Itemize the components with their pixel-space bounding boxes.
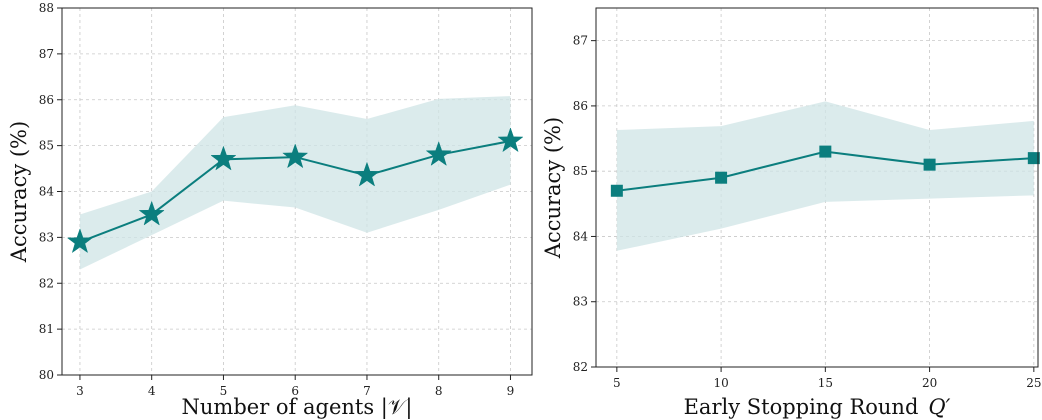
chart-accuracy-vs-early-stopping: 5 10 15 20 25 82 83 84 85 86 87 Early Stopping Roun… xyxy=(541,7,1041,419)
x-tick-label: 25 xyxy=(1026,376,1041,390)
y-tick-label: 82 xyxy=(573,360,588,374)
confidence-band xyxy=(616,101,1034,251)
x-axis-label: Early Stopping Round Q′ xyxy=(684,395,951,419)
y-tick-label: 83 xyxy=(573,295,588,309)
x-tick-label: 8 xyxy=(435,384,443,398)
y-tick-label: 85 xyxy=(39,139,54,153)
y-tick-label: 84 xyxy=(39,185,55,199)
y-tick-label: 83 xyxy=(39,230,54,244)
y-tick-label: 80 xyxy=(39,368,54,382)
y-tick-label: 87 xyxy=(573,34,588,48)
data-point-star xyxy=(353,161,381,187)
y-tick-label: 85 xyxy=(573,164,588,178)
x-tick-label: 5 xyxy=(220,384,228,398)
plot-frame xyxy=(595,7,1039,368)
x-tick-label: 20 xyxy=(922,376,937,390)
data-point-square xyxy=(923,158,936,171)
data-point-square xyxy=(715,171,728,184)
data-point-square xyxy=(610,184,623,197)
y-tick-label: 87 xyxy=(39,47,54,61)
y-tick-label: 86 xyxy=(39,93,54,107)
confidence-band xyxy=(79,96,511,270)
data-point-square xyxy=(819,145,832,158)
y-tick-label: 84 xyxy=(573,229,589,243)
x-tick-label: 6 xyxy=(291,384,299,398)
x-tick-label: 5 xyxy=(613,376,621,390)
x-tick-label: 7 xyxy=(363,384,371,398)
data-point-square xyxy=(1027,152,1040,165)
data-point-star xyxy=(210,145,237,171)
x-tick-label: 9 xyxy=(507,384,515,398)
data-point-star xyxy=(66,228,94,254)
x-tick-label: 3 xyxy=(76,384,84,398)
y-tick-label: 86 xyxy=(573,99,588,113)
y-axis-label: Accuracy (%) xyxy=(541,117,565,259)
data-point-star xyxy=(138,200,165,226)
chart-accuracy-vs-agents: 3 4 5 6 7 8 9 80 81 82 83 84 85 86 87 88 Number of agent… xyxy=(7,1,533,420)
y-axis-label: Accuracy (%) xyxy=(7,121,31,263)
x-axis-label: Number of agents |𝒱| xyxy=(182,395,413,420)
data-point-star xyxy=(282,143,309,169)
data-point-star xyxy=(497,127,524,153)
x-tick-label: 4 xyxy=(148,384,156,398)
y-tick-label: 82 xyxy=(39,276,54,290)
y-tick-label: 88 xyxy=(39,1,54,15)
x-tick-label: 10 xyxy=(713,376,728,390)
x-tick-label: 15 xyxy=(818,376,833,390)
y-tick-label: 81 xyxy=(39,322,54,336)
data-point-star xyxy=(425,141,452,166)
x-axis-label-symbol: Q′ xyxy=(928,395,950,419)
